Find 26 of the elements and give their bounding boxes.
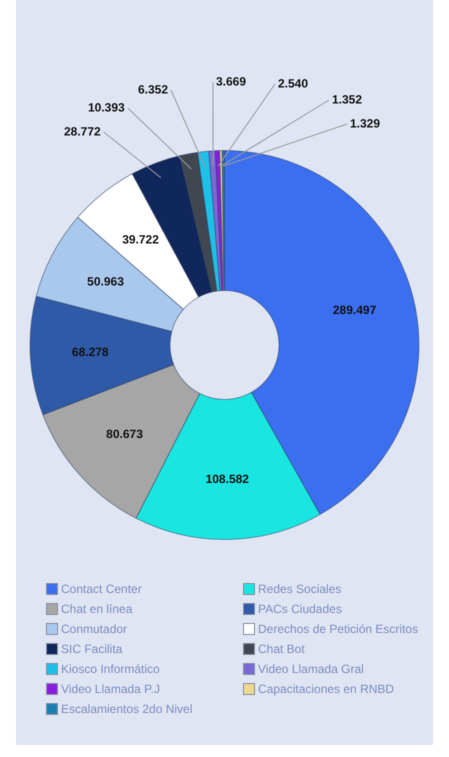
data-label: 28.772 bbox=[64, 124, 102, 138]
data-label: 289.497 bbox=[332, 303, 377, 318]
legend-label: Conmutador bbox=[61, 622, 128, 636]
legend-label: Contact Center bbox=[61, 582, 142, 596]
legend-label: Redes Sociales bbox=[258, 582, 342, 596]
legend-label: SIC Facilita bbox=[61, 642, 122, 656]
data-label: 50.963 bbox=[87, 274, 124, 289]
data-label: 6.352 bbox=[138, 82, 168, 96]
legend-label: Chat Bot bbox=[258, 642, 305, 656]
data-label: 3.669 bbox=[216, 74, 246, 88]
legend-label: Kiosco Informático bbox=[61, 662, 160, 676]
legend-label: Derechos de Petición Escritos bbox=[258, 622, 418, 636]
legend-label: PACs Ciudades bbox=[258, 602, 342, 616]
data-label: 108.582 bbox=[206, 472, 250, 486]
data-label: 39.722 bbox=[122, 232, 160, 246]
legend-label: Video Llamada Gral bbox=[258, 662, 364, 676]
data-label: 10.393 bbox=[88, 100, 126, 114]
legend-label: Escalamientos 2do Nivel bbox=[61, 702, 192, 716]
legend-label: Chat en línea bbox=[61, 602, 132, 616]
data-label: 80.673 bbox=[106, 427, 144, 442]
legend-label: Video Llamada P.J bbox=[61, 682, 160, 696]
legend-label: Capacitaciones en RNBD bbox=[258, 682, 394, 696]
data-label: 1.352 bbox=[332, 92, 362, 106]
data-label: 2.540 bbox=[278, 76, 308, 90]
data-label: 1.329 bbox=[350, 116, 380, 130]
data-label: 68.278 bbox=[72, 344, 109, 359]
